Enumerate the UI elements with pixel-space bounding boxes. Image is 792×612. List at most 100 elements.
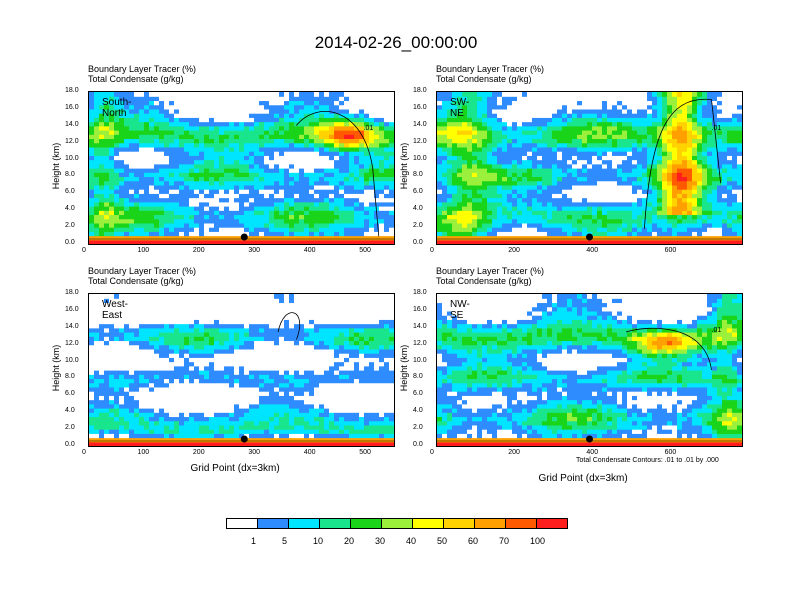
heatmap-cell bbox=[234, 125, 240, 131]
heatmap-cell bbox=[114, 184, 120, 190]
heatmap-cell bbox=[642, 180, 648, 186]
heatmap-cell bbox=[632, 201, 638, 207]
heatmap-cell bbox=[682, 184, 688, 190]
heatmap-cell bbox=[109, 437, 115, 443]
heatmap-cell bbox=[712, 92, 718, 97]
heatmap-cell bbox=[602, 210, 608, 216]
heatmap-cell bbox=[457, 96, 463, 102]
heatmap-cell bbox=[104, 357, 110, 363]
heatmap-cell bbox=[289, 134, 295, 140]
heatmap-cell bbox=[482, 172, 488, 178]
heatmap-cell bbox=[199, 184, 205, 190]
heatmap-cell bbox=[369, 125, 375, 131]
heatmap-cell bbox=[502, 214, 508, 220]
heatmap-cell bbox=[109, 206, 115, 211]
heatmap-cell bbox=[234, 206, 240, 211]
heatmap-cell bbox=[682, 125, 688, 131]
heatmap-cell bbox=[497, 100, 503, 106]
heatmap-cell bbox=[487, 172, 493, 178]
heatmap-cell bbox=[572, 172, 578, 178]
heatmap-cell bbox=[687, 184, 693, 190]
heatmap-cell bbox=[732, 134, 738, 140]
heatmap-cell bbox=[89, 437, 95, 443]
heatmap-cell bbox=[104, 441, 110, 446]
heatmap-cell bbox=[582, 113, 588, 118]
heatmap-cell bbox=[737, 146, 742, 152]
heatmap-cell bbox=[154, 108, 160, 114]
heatmap-cell bbox=[677, 231, 683, 237]
heatmap-cell bbox=[437, 138, 443, 144]
heatmap-cell bbox=[309, 146, 315, 152]
heatmap-cell bbox=[722, 168, 728, 173]
heatmap-cell bbox=[547, 218, 553, 224]
heatmap-cell bbox=[124, 210, 130, 216]
heatmap-cell bbox=[184, 168, 190, 173]
heatmap-cell bbox=[144, 378, 150, 384]
heatmap-cell bbox=[264, 222, 270, 228]
heatmap-cell bbox=[349, 210, 355, 216]
heatmap-cell bbox=[712, 142, 718, 148]
heatmap-cell bbox=[129, 163, 135, 169]
heatmap-cell bbox=[707, 108, 713, 114]
heatmap-cell bbox=[109, 113, 115, 118]
heatmap-cell bbox=[119, 382, 125, 388]
heatmap-cell bbox=[259, 100, 265, 106]
heatmap-cell bbox=[134, 227, 140, 232]
heatmap-cell bbox=[692, 235, 698, 241]
heatmap-cell bbox=[324, 193, 330, 199]
heatmap-cell bbox=[104, 391, 110, 396]
heatmap-cell bbox=[299, 214, 305, 220]
heatmap-cell bbox=[239, 117, 245, 123]
heatmap-cell bbox=[299, 172, 305, 178]
heatmap-cell bbox=[94, 134, 100, 140]
heatmap-cell bbox=[617, 176, 623, 182]
heatmap-cell bbox=[369, 218, 375, 224]
heatmap-cell bbox=[89, 231, 95, 237]
heatmap-cell bbox=[602, 193, 608, 199]
heatmap-cell bbox=[89, 159, 95, 165]
heatmap-cell bbox=[672, 206, 678, 211]
heatmap-cell bbox=[482, 96, 488, 102]
heatmap-cell bbox=[359, 104, 365, 110]
heatmap-cell bbox=[139, 298, 145, 304]
heatmap-cell bbox=[712, 176, 718, 182]
heatmap-cell bbox=[209, 168, 215, 173]
heatmap-cell bbox=[667, 193, 673, 199]
heatmap-cell bbox=[349, 130, 355, 135]
heatmap-cell bbox=[472, 168, 478, 173]
heatmap-cell bbox=[314, 176, 320, 182]
heatmap-cell bbox=[592, 197, 598, 203]
heatmap-cell bbox=[99, 125, 105, 131]
heatmap-cell bbox=[314, 189, 320, 194]
heatmap-cell bbox=[567, 201, 573, 207]
heatmap-cell bbox=[597, 172, 603, 178]
heatmap-cell bbox=[219, 104, 225, 110]
heatmap-cell bbox=[722, 193, 728, 199]
heatmap-cell bbox=[502, 104, 508, 110]
heatmap-cell bbox=[627, 104, 633, 110]
heatmap-cell bbox=[214, 222, 220, 228]
heatmap-cell bbox=[677, 184, 683, 190]
heatmap-cell bbox=[727, 163, 733, 169]
heatmap-cell bbox=[99, 348, 105, 354]
heatmap-cell bbox=[194, 125, 200, 131]
heatmap-cell bbox=[364, 92, 370, 97]
heatmap-cell bbox=[512, 104, 518, 110]
heatmap-cell bbox=[114, 382, 120, 388]
heatmap-cell bbox=[284, 138, 290, 144]
heatmap-cell bbox=[542, 134, 548, 140]
heatmap-cell bbox=[677, 218, 683, 224]
heatmap-cell bbox=[482, 235, 488, 241]
heatmap-cell bbox=[129, 298, 135, 304]
heatmap-cell bbox=[447, 108, 453, 114]
heatmap-cell bbox=[437, 189, 443, 194]
heatmap-cell bbox=[672, 113, 678, 118]
heatmap-cell bbox=[159, 100, 165, 106]
heatmap-cell bbox=[199, 222, 205, 228]
heatmap-cell bbox=[492, 113, 498, 118]
heatmap-cell bbox=[199, 218, 205, 224]
heatmap-cell bbox=[512, 113, 518, 118]
heatmap-cell bbox=[507, 235, 513, 241]
heatmap-cell bbox=[522, 184, 528, 190]
heatmap-cell bbox=[567, 117, 573, 123]
